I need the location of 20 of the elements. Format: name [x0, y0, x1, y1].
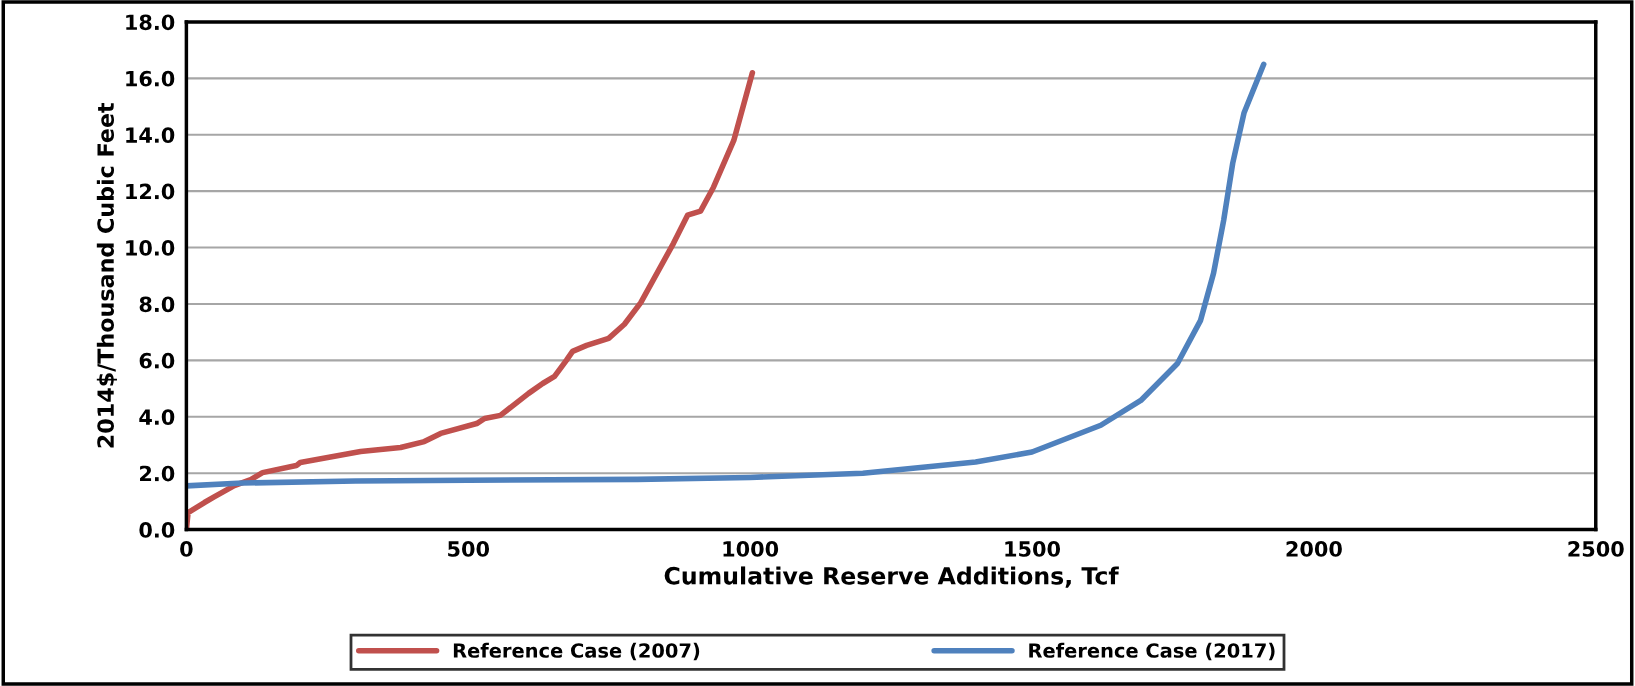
y-tick-label: 8.0 [139, 296, 175, 313]
x-tick-label: 2000 [1286, 541, 1342, 557]
x-tick-label: 0 [180, 541, 193, 557]
y-axis-title: 2014$/Thousand Cubic Feet [96, 102, 117, 448]
y-tick-label: 14.0 [126, 127, 175, 143]
y-tick-label: 16.0 [126, 70, 175, 87]
y-tick-label: 18.0 [126, 14, 175, 31]
x-axis-title: Cumulative Reserve Additions, Tcf [664, 566, 1119, 588]
x-tick-label: 1000 [723, 541, 779, 557]
y-tick-label: 10.0 [126, 240, 175, 256]
y-tick-label: 0.0 [139, 522, 175, 538]
y-tick-label: 4.0 [139, 409, 175, 425]
x-tick-label: 500 [448, 541, 490, 557]
x-tick-label: 2500 [1568, 541, 1624, 557]
x-tick-label: 1500 [1005, 541, 1061, 557]
y-tick-label: 2.0 [140, 465, 175, 482]
y-tick-label: 12.0 [126, 183, 175, 200]
y-tick-label: 6.0 [139, 352, 175, 369]
legend-label: Reference Case (2007) [453, 642, 700, 661]
legend-label: Reference Case (2017) [1029, 642, 1275, 661]
